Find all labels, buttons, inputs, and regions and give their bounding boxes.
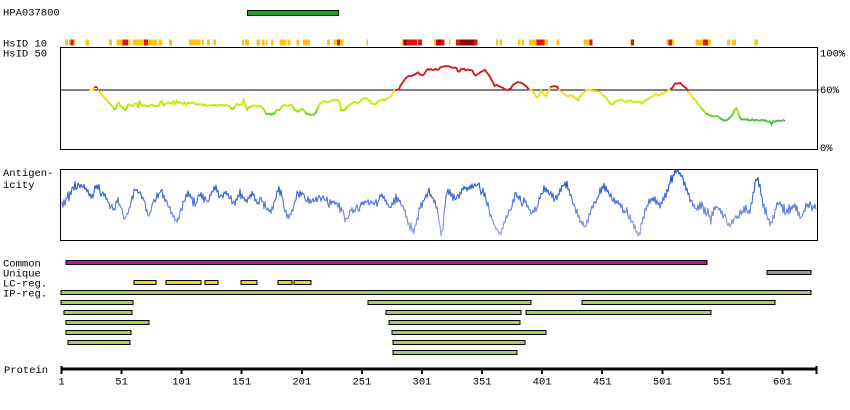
svg-text:151: 151	[232, 377, 251, 389]
svg-text:451: 451	[593, 377, 612, 389]
svg-text:0%: 0%	[820, 143, 833, 155]
svg-text:60%: 60%	[820, 85, 840, 97]
svg-text:251: 251	[352, 377, 371, 389]
svg-text:401: 401	[533, 377, 552, 389]
svg-text:Common: Common	[3, 259, 41, 271]
svg-text:HPA037800: HPA037800	[3, 8, 60, 20]
svg-text:Antigen-: Antigen-	[3, 168, 53, 180]
svg-text:1: 1	[58, 377, 64, 389]
svg-text:101: 101	[172, 377, 191, 389]
svg-text:351: 351	[473, 377, 492, 389]
svg-text:HsID 10: HsID 10	[3, 39, 47, 51]
svg-text:51: 51	[115, 377, 128, 389]
svg-text:HsID 50: HsID 50	[3, 49, 47, 61]
svg-text:100%: 100%	[820, 49, 846, 61]
svg-text:501: 501	[653, 377, 672, 389]
svg-text:icity: icity	[3, 180, 35, 192]
svg-text:601: 601	[773, 377, 792, 389]
svg-text:Protein: Protein	[4, 365, 48, 377]
svg-text:201: 201	[292, 377, 311, 389]
svg-text:LC-reg.: LC-reg.	[3, 279, 47, 291]
svg-text:551: 551	[713, 377, 732, 389]
svg-text:301: 301	[413, 377, 432, 389]
svg-text:Unique: Unique	[3, 269, 41, 281]
svg-text:IP-reg.: IP-reg.	[3, 289, 47, 301]
